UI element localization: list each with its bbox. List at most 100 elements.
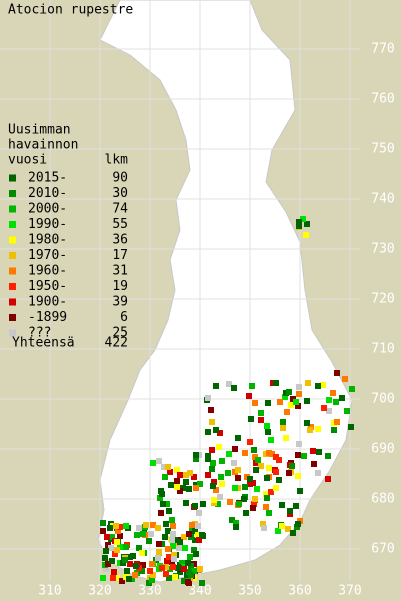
observation	[232, 485, 238, 491]
observation	[213, 487, 219, 493]
observation	[169, 517, 175, 523]
observation	[140, 562, 146, 568]
observation	[165, 464, 171, 470]
observation	[263, 504, 269, 510]
observation	[231, 460, 237, 466]
observation	[225, 470, 231, 476]
observation	[156, 541, 162, 547]
observation	[339, 395, 345, 401]
legend-label: 1970-	[28, 248, 67, 263]
observation	[110, 575, 116, 581]
observation	[149, 577, 155, 583]
observation	[275, 528, 281, 534]
legend-count: 36	[112, 233, 128, 248]
observation	[266, 450, 272, 456]
observation	[326, 408, 332, 414]
observation	[185, 560, 191, 566]
observation	[266, 465, 272, 471]
observation	[293, 399, 299, 405]
observation	[168, 482, 174, 488]
observation	[112, 551, 118, 557]
observation	[193, 551, 199, 557]
observation	[283, 435, 289, 441]
observation	[205, 472, 211, 478]
x-coord-label: 370	[338, 584, 361, 599]
observation	[147, 568, 153, 574]
observation	[130, 553, 136, 559]
observation	[105, 561, 111, 567]
observation	[250, 505, 256, 511]
observation	[199, 532, 205, 538]
observation	[205, 429, 211, 435]
observation	[296, 384, 302, 390]
observation	[117, 524, 123, 530]
observation	[231, 385, 237, 391]
observation	[149, 561, 155, 567]
observation	[218, 474, 224, 480]
observation	[181, 566, 187, 572]
x-coord-label: 330	[138, 584, 161, 599]
observation	[296, 441, 302, 447]
observation	[279, 502, 285, 508]
observation	[165, 546, 171, 552]
observation	[166, 575, 172, 581]
observation	[246, 393, 252, 399]
observation	[196, 510, 202, 516]
observation	[235, 475, 241, 481]
observation	[252, 496, 258, 502]
observation	[241, 496, 247, 502]
observation	[163, 521, 169, 527]
observation	[197, 566, 203, 572]
legend-header: havainnon	[8, 138, 78, 153]
observation	[209, 447, 215, 453]
legend-swatch	[9, 252, 16, 259]
legend-label: 1980-	[28, 233, 67, 248]
observation	[174, 478, 180, 484]
observation	[243, 510, 249, 516]
observation	[177, 472, 183, 478]
observation	[189, 522, 195, 528]
observation	[193, 485, 199, 491]
observation	[183, 500, 189, 506]
observation	[123, 523, 129, 529]
observation	[236, 501, 242, 507]
observation	[133, 563, 139, 569]
observation	[285, 526, 291, 532]
observation	[114, 547, 120, 553]
observation	[242, 484, 248, 490]
observation	[209, 419, 215, 425]
legend-header: vuosi	[8, 153, 47, 168]
legend-swatch	[9, 298, 16, 306]
legend-count: 90	[112, 171, 128, 186]
observation	[170, 543, 176, 549]
observation	[315, 383, 321, 389]
observation	[156, 458, 162, 464]
observation	[163, 571, 169, 577]
observation	[167, 469, 173, 475]
observation	[226, 381, 232, 387]
observation	[311, 461, 317, 467]
legend-label: -1899	[28, 310, 67, 325]
legend-swatch	[9, 267, 16, 275]
observation	[295, 521, 301, 527]
y-coord-label: 720	[371, 292, 394, 307]
observation	[310, 448, 316, 454]
legend-swatch	[9, 314, 16, 321]
observation	[263, 491, 269, 497]
observation	[276, 477, 282, 483]
observation	[321, 405, 327, 411]
observation	[265, 400, 271, 406]
legend-swatch	[9, 221, 16, 228]
count-header: lkm	[105, 153, 129, 168]
legend-label: 1950-	[28, 279, 67, 294]
x-coord-label: 340	[188, 584, 211, 599]
observation	[282, 394, 288, 400]
observation	[295, 403, 301, 409]
observation	[273, 485, 279, 491]
observation	[233, 520, 239, 526]
observation	[210, 483, 216, 489]
observation	[297, 488, 303, 494]
observation	[193, 452, 199, 458]
legend-swatch	[9, 205, 16, 213]
observation	[279, 523, 285, 529]
